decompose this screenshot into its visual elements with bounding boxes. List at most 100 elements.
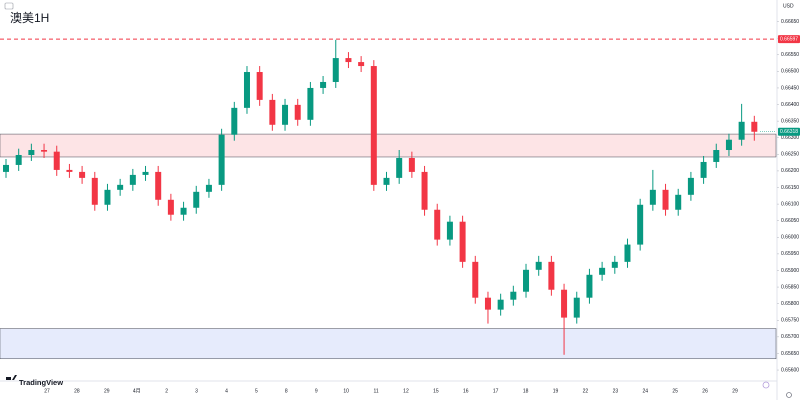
x-tick-label: 8 (285, 388, 288, 394)
candle-body (599, 267, 606, 275)
last-price-label-bg (778, 127, 800, 136)
candle-body (738, 121, 745, 140)
candle-body (218, 134, 225, 185)
x-tick-label: 5 (255, 388, 258, 394)
candle-body (751, 121, 758, 132)
x-tick-label: 18 (523, 388, 529, 394)
candle-body (624, 244, 631, 262)
x-tick-label: 3 (195, 388, 198, 394)
candle-body (700, 161, 707, 178)
x-tick-label: 17 (493, 388, 499, 394)
x-tick-label: 4 (225, 388, 228, 394)
y-tick-label: 0.66550 (781, 52, 799, 58)
y-tick-label: 0.65850 (781, 284, 799, 290)
y-tick-label: 0.66650 (781, 19, 799, 25)
x-tick-label: 4月 (133, 388, 141, 394)
zone (0, 133, 777, 158)
candle-body (332, 58, 339, 82)
candle-body (53, 151, 60, 170)
x-tick-label: 24 (642, 388, 648, 394)
candle-body (421, 171, 428, 210)
y-tick-label: 0.66400 (781, 102, 799, 108)
candle-body (79, 171, 86, 178)
candle-body (383, 177, 390, 185)
candle-body (497, 299, 504, 310)
brand-logo: TradingView (6, 375, 63, 387)
candle-body (155, 171, 162, 200)
x-tick-label: 15 (433, 388, 439, 394)
candle-body (256, 72, 263, 100)
candle-body (573, 297, 580, 318)
candle-body (687, 177, 694, 195)
candle-body (282, 104, 289, 125)
x-tick-label: 29 (732, 388, 738, 394)
x-tick-label: 10 (343, 388, 349, 394)
brand-name: TradingView (19, 378, 63, 387)
candle-body (535, 261, 542, 270)
x-tick-label: 2 (165, 388, 168, 394)
candle-body (269, 99, 276, 125)
candle-body (548, 261, 555, 290)
y-tick-label: 0.66100 (781, 201, 799, 207)
chart-title: 澳美1H (10, 11, 49, 25)
candle-body (561, 289, 568, 318)
y-tick-label: 0.65700 (781, 334, 799, 340)
candle-body (307, 87, 314, 120)
candle-body (320, 81, 327, 88)
candle-body (104, 189, 111, 205)
collapse-icon[interactable] (4, 2, 14, 10)
x-tick-label: 19 (553, 388, 559, 394)
y-tick-label: 0.66050 (781, 218, 799, 224)
y-tick-label: 0.66250 (781, 152, 799, 158)
settings-icon[interactable] (786, 392, 792, 398)
currency-label: USD (783, 3, 794, 9)
y-tick-label: 0.66000 (781, 235, 799, 241)
candle-body (408, 157, 415, 172)
candle-body (15, 154, 22, 165)
candle-body (180, 207, 187, 215)
candle-body (523, 269, 530, 292)
x-tick-label: 27 (44, 388, 50, 394)
indicator-icon[interactable] (762, 381, 770, 389)
candle-body (205, 184, 212, 192)
alert-label: 0.66597 (780, 36, 798, 42)
candle-body (396, 157, 403, 178)
candle-body (294, 104, 301, 120)
y-tick-label: 0.66350 (781, 118, 799, 124)
candle-body (675, 194, 682, 210)
x-tick-label: 25 (672, 388, 678, 394)
x-tick-label: 23 (613, 388, 619, 394)
candle-body (662, 189, 669, 210)
y-tick-label: 0.65950 (781, 251, 799, 257)
candle-body (41, 150, 48, 152)
brand-icon (6, 375, 17, 380)
candle-body (28, 150, 35, 155)
y-tick-label: 0.65900 (781, 268, 799, 274)
candle-body (459, 221, 466, 262)
y-tick-label: 0.65800 (781, 301, 799, 307)
candle-body (472, 261, 479, 298)
candle-body (167, 199, 174, 215)
x-tick-label: 26 (702, 388, 708, 394)
candle-body (129, 174, 136, 185)
candle-body (637, 204, 644, 245)
candle-body (586, 274, 593, 298)
x-tick-label: 9 (315, 388, 318, 394)
candle-body (193, 191, 200, 208)
y-tick-label: 0.65650 (781, 351, 799, 357)
candle-body (358, 62, 365, 67)
candle-body (66, 169, 73, 172)
candle-body (243, 72, 250, 108)
candle-body (725, 139, 732, 151)
candle-body (231, 107, 238, 135)
x-tick-label: 11 (373, 388, 378, 394)
y-tick-label: 0.66200 (781, 168, 799, 174)
x-tick-label: 22 (583, 388, 589, 394)
candle-body (142, 171, 149, 175)
candle-body (91, 177, 98, 205)
candle-body (446, 221, 453, 240)
y-tick-label: 0.66450 (781, 85, 799, 91)
candle-body (345, 58, 352, 63)
candle-body (370, 66, 377, 185)
